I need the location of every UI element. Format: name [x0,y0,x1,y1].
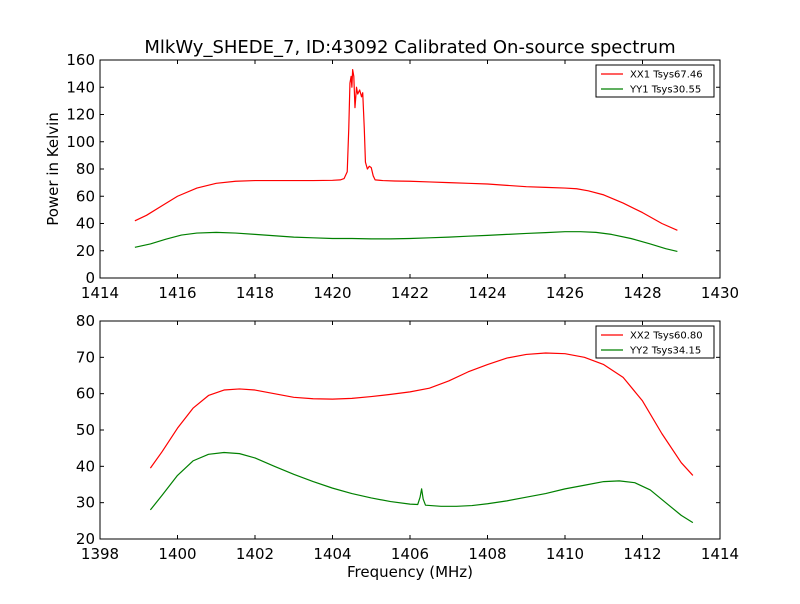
top-y-tick-label: 40 [76,215,95,233]
top-plot-content: 1414 1416 1418 1420 1422 1424 1426 1428 1430 0 20 4… [66,51,739,302]
top-x-tick-label: 1430 [701,284,739,302]
bottom-x-tick-label: 1404 [313,545,351,563]
bottom-plot-content: 1398 1400 1402 1404 1406 1408 1410 1412 1414 20 30… [76,312,739,563]
top-series-line-0 [134,68,678,231]
top-chart-title: MlkWy_SHEDE_7, ID:43092 Calibrated On-so… [144,37,675,58]
top-legend-label: YY1 Tsys30.55 [629,85,701,96]
top-plot-panel: MlkWy_SHEDE_7, ID:43092 Calibrated On-so… [44,37,739,302]
bottom-y-tick-label: 70 [76,348,95,366]
top-y-tick-label: 60 [76,187,95,205]
bottom-y-tick-label: 60 [76,385,95,403]
top-x-tick-label: 1428 [623,284,661,302]
bottom-series-line-0 [149,352,694,476]
top-legend: XX1 Tsys67.46 YY1 Tsys30.55 [595,64,715,98]
bottom-x-tick-label: 1406 [391,545,429,563]
top-y-axis-label: Power in Kelvin [44,112,62,226]
bottom-x-tick-label: 1408 [468,545,506,563]
top-y-tick-label: 120 [66,106,95,124]
bottom-x-tick-label: 1414 [701,545,739,563]
bottom-x-axis-label: Frequency (MHz) [347,563,473,581]
bottom-y-tick-label: 30 [76,494,95,512]
bottom-y-tick-label: 50 [76,421,95,439]
top-x-tick-label: 1416 [158,284,196,302]
top-y-tick-label: 20 [76,242,95,260]
bottom-y-tick-label: 20 [76,530,95,548]
top-legend-label: XX1 Tsys67.46 [630,70,703,81]
top-x-tick-label: 1420 [313,284,351,302]
bottom-legend-box [595,325,715,359]
bottom-series-line-1 [149,451,694,524]
top-series-line-1 [134,231,678,253]
bottom-legend: XX2 Tsys60.80 YY2 Tsys34.15 [595,325,715,359]
bottom-y-tick-label: 80 [76,312,95,330]
bottom-legend-label: YY2 Tsys34.15 [629,346,701,357]
bottom-x-tick-label: 1410 [546,545,584,563]
bottom-x-tick-label: 1412 [623,545,661,563]
top-legend-box [595,64,715,98]
bottom-plot-panel: Frequency (MHz) 1398 1400 1402 1404 1406 1408… [76,312,739,581]
top-y-tick-label: 80 [76,160,95,178]
bottom-legend-label: XX2 Tsys60.80 [630,331,703,342]
top-x-tick-label: 1426 [546,284,584,302]
bottom-x-tick-label: 1400 [158,545,196,563]
top-x-tick-label: 1424 [468,284,506,302]
bottom-x-tick-label: 1398 [81,545,119,563]
top-y-tick-label: 160 [66,51,95,69]
top-x-tick-label: 1418 [236,284,274,302]
top-y-tick-label: 140 [66,78,95,96]
top-x-tick-label: 1422 [391,284,429,302]
bottom-y-tick-label: 40 [76,457,95,475]
bottom-x-tick-label: 1402 [236,545,274,563]
top-y-tick-label: 100 [66,133,95,151]
top-y-tick-label: 0 [85,269,95,287]
top-x-tick-label: 1414 [81,284,119,302]
